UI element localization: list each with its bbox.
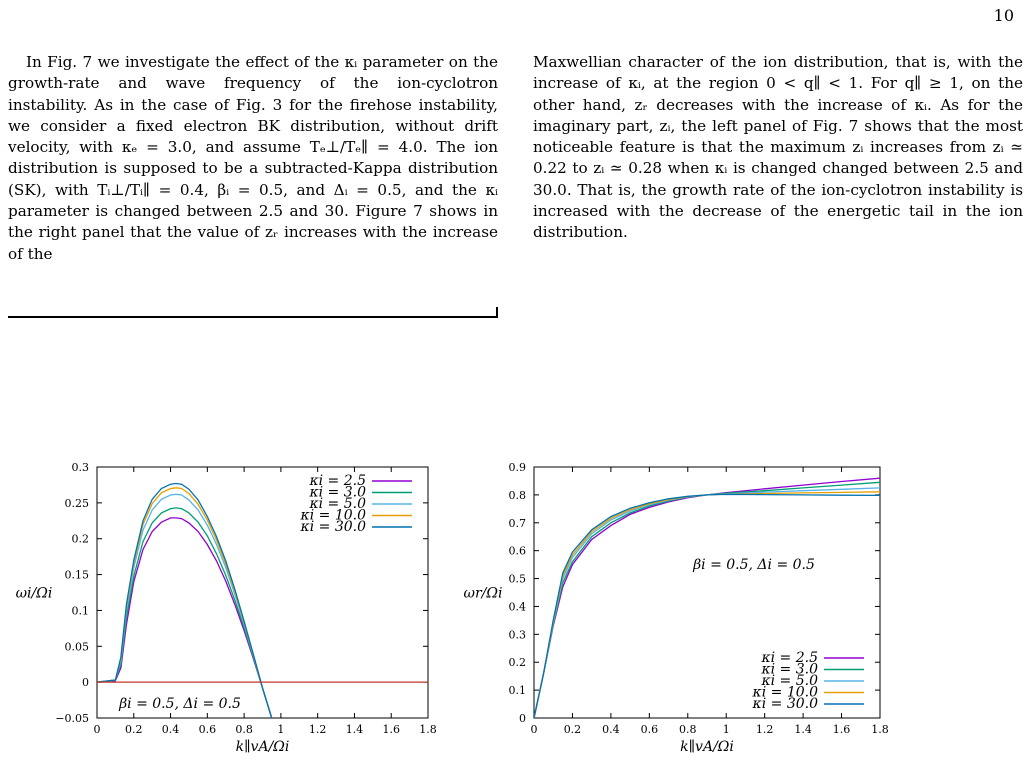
series-line bbox=[97, 482, 273, 718]
y-tick-label: 0.2 bbox=[72, 533, 90, 546]
series-line bbox=[97, 507, 273, 718]
legend-label: κi = 10.0 bbox=[300, 508, 367, 524]
x-tick-label: 1.6 bbox=[833, 723, 851, 736]
column-rule-tick bbox=[496, 307, 498, 318]
y-tick-label: 0.05 bbox=[65, 640, 90, 653]
x-tick-label: 0 bbox=[94, 723, 101, 736]
series-line bbox=[534, 477, 880, 718]
x-tick-label: 0.6 bbox=[641, 723, 659, 736]
y-tick-label: −0.05 bbox=[55, 712, 89, 725]
y-tick-label: 0.6 bbox=[509, 545, 527, 558]
x-tick-label: 1.6 bbox=[382, 723, 400, 736]
legend-label: κi = 30.0 bbox=[752, 696, 819, 712]
series-line bbox=[534, 493, 880, 718]
y-tick-label: 0.1 bbox=[72, 604, 90, 617]
y-tick-label: 0.25 bbox=[65, 497, 90, 510]
column-rule bbox=[8, 316, 498, 318]
left-paragraph: In Fig. 7 we investigate the effect of t… bbox=[8, 53, 498, 263]
x-tick-label: 0 bbox=[531, 723, 538, 736]
legend-label: κi = 10.0 bbox=[752, 685, 819, 701]
page-number: 10 bbox=[993, 6, 1014, 25]
legend-label: κi = 2.5 bbox=[760, 650, 818, 666]
y-axis-label: ωi/Ωi bbox=[16, 586, 53, 602]
x-tick-label: 1 bbox=[723, 723, 730, 736]
x-tick-label: 1 bbox=[277, 723, 284, 736]
figure-7: 0 0.2 0.4 0.6 0.8 1 1.2 1.4 1.6 1.8−0.0500.050.10… bbox=[16, 461, 889, 755]
series-line bbox=[97, 487, 273, 718]
x-axis-label: k∥vA/Ωi bbox=[680, 739, 734, 755]
legend-label: κi = 5.0 bbox=[308, 496, 366, 512]
y-tick-label: 0.3 bbox=[72, 461, 90, 474]
y-tick-label: 0 bbox=[519, 712, 526, 725]
y-tick-label: 0.8 bbox=[509, 489, 527, 502]
y-tick-label: 0.15 bbox=[65, 569, 90, 582]
legend-label: κi = 2.5 bbox=[308, 473, 366, 489]
series-line bbox=[534, 487, 880, 718]
plot-frame bbox=[96, 466, 429, 719]
series-line bbox=[97, 517, 273, 718]
chart-annotation: βi = 0.5, Δi = 0.5 bbox=[118, 696, 241, 712]
legend-label: κi = 3.0 bbox=[760, 662, 818, 678]
x-tick-label: 1.2 bbox=[309, 723, 327, 736]
series-line bbox=[534, 491, 880, 718]
right-paragraph: Maxwellian character of the ion distribu… bbox=[533, 53, 1023, 242]
x-axis-label: k∥vA/Ωi bbox=[236, 739, 290, 755]
x-tick-label: 0.8 bbox=[679, 723, 697, 736]
y-tick-label: 0.3 bbox=[509, 628, 527, 641]
growth-rate-panel: 0 0.2 0.4 0.6 0.8 1 1.2 1.4 1.6 1.8 −0.05 0 0.05 0.1 0… bbox=[16, 461, 437, 755]
y-tick-label: 0.7 bbox=[509, 517, 527, 530]
x-tick-label: 1.8 bbox=[871, 723, 889, 736]
legend-label: κi = 5.0 bbox=[760, 673, 818, 689]
x-tick-label: 1.4 bbox=[346, 723, 364, 736]
y-tick-label: 0.5 bbox=[509, 573, 527, 586]
x-tick-label: 0.4 bbox=[602, 723, 620, 736]
x-tick-label: 0.4 bbox=[162, 723, 180, 736]
left-text-column: In Fig. 7 we investigate the effect of t… bbox=[8, 52, 498, 265]
x-tick-label: 0.2 bbox=[564, 723, 582, 736]
x-tick-label: 1.2 bbox=[756, 723, 774, 736]
y-axis-label: ωr/Ωi bbox=[464, 586, 503, 602]
y-tick-label: 0.9 bbox=[509, 461, 527, 474]
plot-frame bbox=[533, 466, 881, 719]
frequency-panel: 0 0.2 0.4 0.6 0.8 1 1.2 1.4 1.6 1.8 0 0.1 0.2 0.3 0.4 0… bbox=[464, 461, 889, 755]
y-tick-label: 0.2 bbox=[509, 656, 527, 669]
right-text-column: Maxwellian character of the ion distribu… bbox=[533, 52, 1023, 244]
series-line bbox=[97, 493, 273, 718]
y-tick-label: 0.1 bbox=[509, 684, 527, 697]
x-tick-label: 1.8 bbox=[419, 723, 437, 736]
legend-label: κi = 3.0 bbox=[308, 485, 366, 501]
series-line bbox=[534, 481, 880, 718]
x-tick-label: 1.4 bbox=[794, 723, 812, 736]
y-tick-label: 0.4 bbox=[509, 600, 527, 613]
x-tick-label: 0.2 bbox=[125, 723, 143, 736]
x-tick-label: 0.6 bbox=[199, 723, 217, 736]
y-tick-label: 0 bbox=[82, 676, 89, 689]
x-tick-label: 0.8 bbox=[235, 723, 253, 736]
chart-annotation: βi = 0.5, Δi = 0.5 bbox=[692, 557, 815, 573]
legend-label: κi = 30.0 bbox=[300, 519, 367, 535]
